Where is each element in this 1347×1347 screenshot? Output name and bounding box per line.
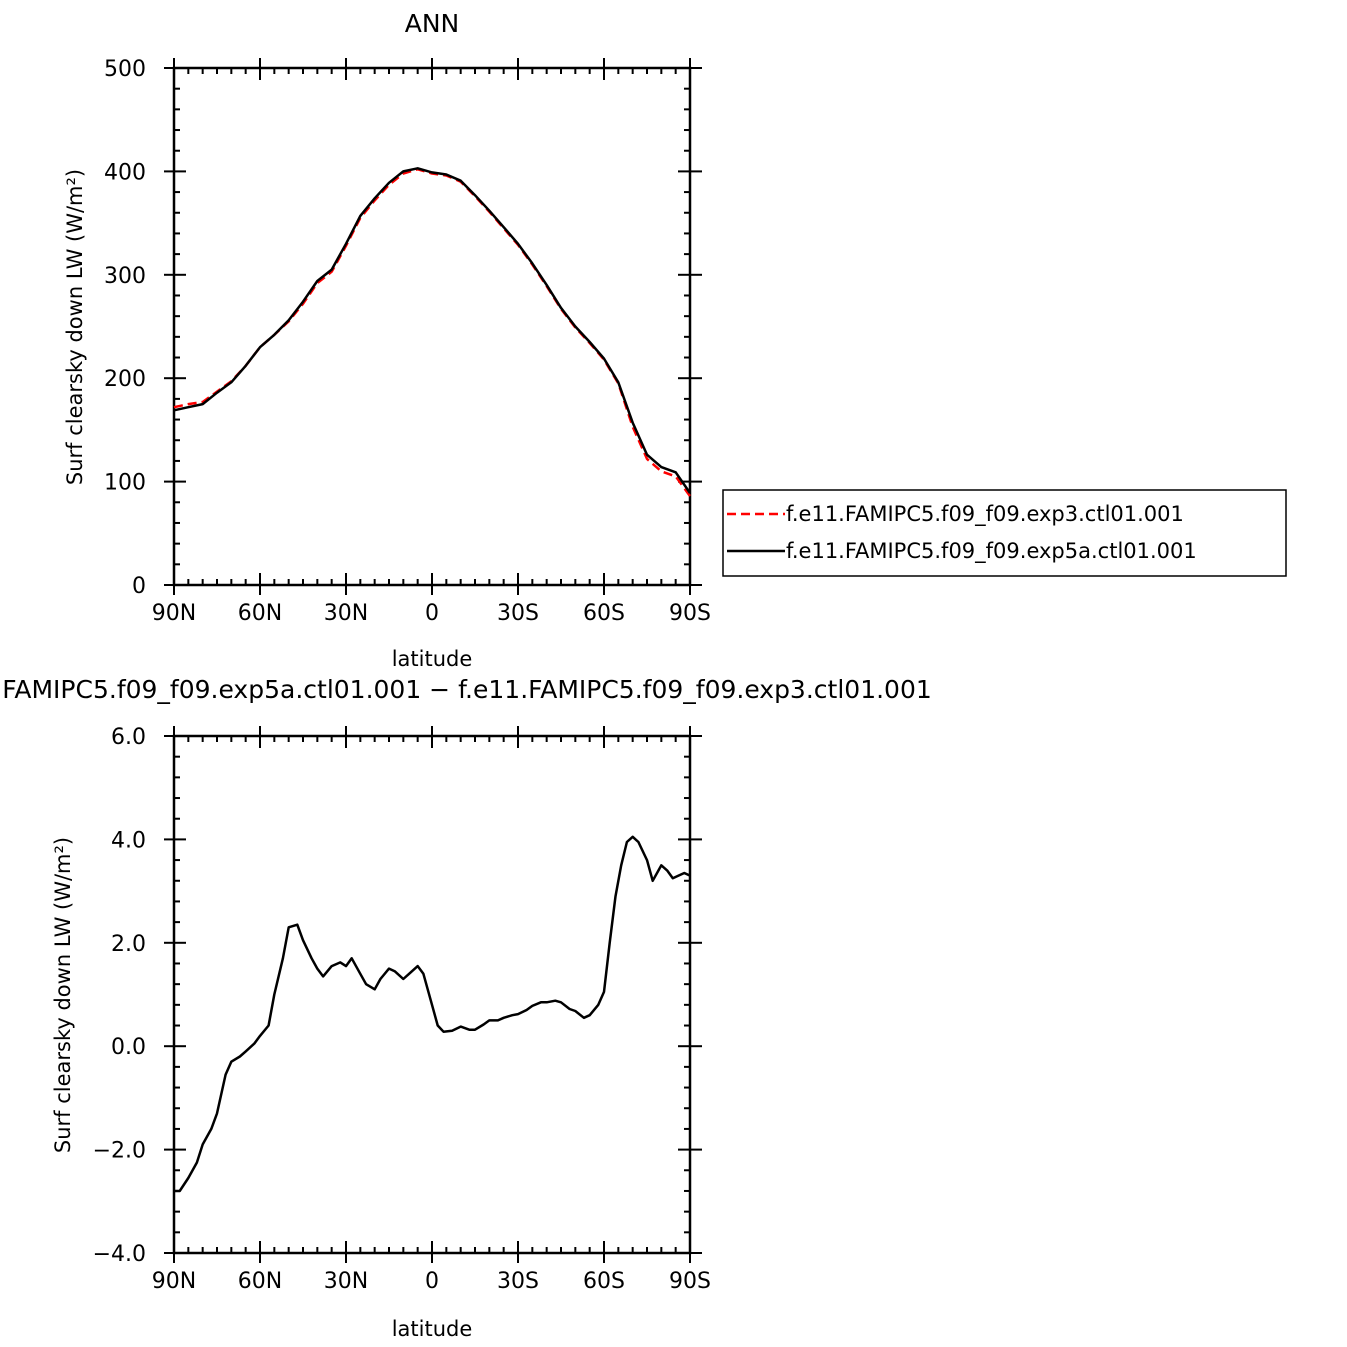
top-x-axis-title: latitude [392,647,473,671]
bottom-y-tick-labels: −4.0 −2.0 0.0 2.0 4.0 6.0 [93,725,146,1267]
y-tick-label: 400 [104,160,146,185]
x-tick-label: 30S [497,601,539,626]
top-plot-frame [172,66,692,587]
y-tick-label: 300 [104,264,146,289]
x-tick-label: 90N [152,601,196,626]
series-line-0 [173,168,692,497]
y-tick-label: 4.0 [111,828,146,853]
y-tick-label: −4.0 [93,1242,146,1267]
y-tick-label: 0.0 [111,1035,146,1060]
x-tick-label: 60S [583,601,625,626]
top-x-tick-labels: 90N 60N 30N 0 30S 60S 90S [152,601,711,626]
x-tick-label: 30N [324,601,368,626]
bottom-plot-frame [172,734,692,1255]
x-tick-label: 60S [583,1269,625,1294]
x-tick-label: 60N [238,601,282,626]
y-tick-label: 100 [104,471,146,496]
top-ticks [164,58,702,595]
bottom-series-lines [174,835,691,1193]
x-tick-label: 90S [669,1269,711,1294]
bottom-chart-title: f.e11.FAMIPC5.f09_f09.exp5a.ctl01.001 − … [0,675,932,704]
bottom-x-tick-labels: 90N 60N 30N 0 30S 60S 90S [152,1269,711,1294]
x-tick-label: 90S [669,601,711,626]
bottom-panel: f.e11.FAMIPC5.f09_f09.exp5a.ctl01.001 − … [0,675,932,1341]
series-line-1 [173,167,692,494]
top-panel: ANN 0 100 200 300 400 500 90N 60N 30N 0 30S 60S 90S… [63,9,711,671]
x-tick-label: 30S [497,1269,539,1294]
x-tick-label: 60N [238,1269,282,1294]
y-tick-label: 500 [104,57,146,82]
top-series-lines [173,167,692,497]
legend-label-exp3: f.e11.FAMIPC5.f09_f09.exp3.ctl01.001 [786,502,1184,527]
top-y-axis-title: Surf clearsky down LW (W/m²) [63,169,87,485]
legend-box [722,489,1287,577]
bottom-x-axis-title: latitude [392,1317,473,1341]
bottom-ticks [164,726,702,1263]
series-line-0 [174,835,691,1193]
x-tick-label: 30N [324,1269,368,1294]
x-tick-label: 90N [152,1269,196,1294]
legend: f.e11.FAMIPC5.f09_f09.exp3.ctl01.001 f.e… [722,489,1287,577]
x-tick-label: 0 [425,1269,439,1294]
y-tick-label: 0 [132,574,146,599]
top-chart-title: ANN [405,9,460,38]
y-tick-label: −2.0 [93,1139,146,1164]
bottom-y-axis-title: Surf clearsky down LW (W/m²) [51,837,75,1153]
y-tick-label: 6.0 [111,725,146,750]
y-tick-label: 200 [104,367,146,392]
top-y-tick-labels: 0 100 200 300 400 500 [104,57,146,599]
y-tick-label: 2.0 [111,932,146,957]
legend-label-exp5a: f.e11.FAMIPC5.f09_f09.exp5a.ctl01.001 [786,539,1197,564]
x-tick-label: 0 [425,601,439,626]
